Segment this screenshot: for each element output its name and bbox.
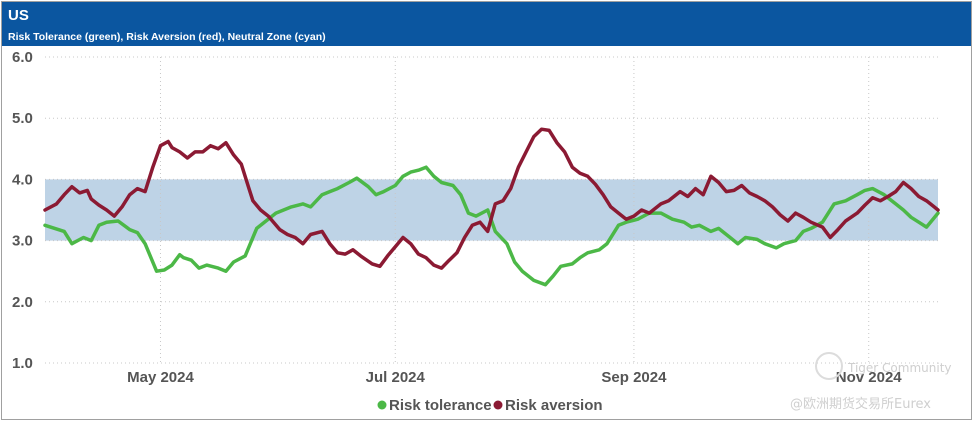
- y-tick-label: 1.0: [12, 355, 33, 372]
- y-tick-label: 5.0: [12, 110, 33, 127]
- legend-marker-risk-aversion: [493, 400, 503, 410]
- x-tick-label: Jul 2024: [366, 369, 426, 386]
- chart-header: US Risk Tolerance (green), Risk Aversion…: [2, 2, 971, 46]
- watermark-text: Tiger Community: [848, 361, 952, 375]
- chart-title: US: [8, 7, 29, 24]
- y-tick-label: 4.0: [12, 171, 33, 188]
- watermark-handle: @欧洲期货交易所Eurex: [790, 397, 931, 412]
- x-tick-label: Nov 2024: [836, 369, 903, 386]
- legend-label-risk-tolerance: Risk tolerance: [389, 397, 492, 414]
- y-tick-label: 3.0: [12, 233, 33, 250]
- risk-aversion-line: [43, 127, 940, 270]
- neutral-zone-band: [45, 179, 938, 241]
- risk-tolerance-line: [43, 165, 940, 287]
- x-tick-label: Sep 2024: [601, 369, 667, 386]
- legend-marker-risk-tolerance: [377, 400, 387, 410]
- y-tick-label: 2.0: [12, 294, 33, 311]
- tiger-logo-icon: [815, 352, 843, 380]
- x-tick-label: May 2024: [127, 369, 194, 386]
- legend-label-risk-aversion: Risk aversion: [505, 397, 603, 414]
- chart-subtitle: Risk Tolerance (green), Risk Aversion (r…: [8, 31, 326, 43]
- y-tick-label: 6.0: [12, 49, 33, 66]
